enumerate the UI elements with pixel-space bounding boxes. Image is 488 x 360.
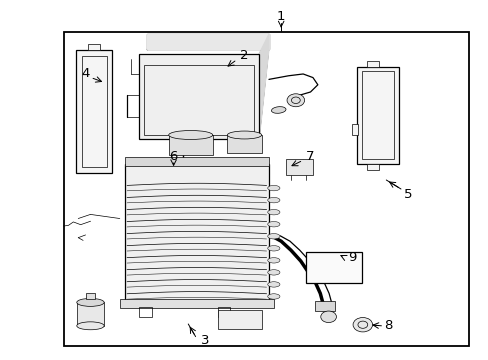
Text: 1: 1 bbox=[276, 10, 285, 23]
Ellipse shape bbox=[267, 234, 279, 239]
Bar bbox=[285, 159, 312, 175]
Text: 5: 5 bbox=[403, 188, 412, 201]
Bar bbox=[77, 302, 104, 326]
Ellipse shape bbox=[168, 130, 212, 139]
Bar bbox=[227, 135, 261, 153]
Ellipse shape bbox=[267, 258, 279, 263]
Bar bbox=[305, 252, 361, 283]
Polygon shape bbox=[259, 34, 268, 139]
Text: 9: 9 bbox=[347, 251, 356, 264]
Ellipse shape bbox=[267, 210, 279, 215]
Bar bbox=[366, 61, 378, 67]
Bar bbox=[124, 164, 268, 301]
Circle shape bbox=[352, 318, 372, 332]
Ellipse shape bbox=[267, 270, 279, 275]
Bar bbox=[139, 307, 151, 317]
Bar bbox=[144, 65, 254, 135]
Text: 4: 4 bbox=[81, 67, 90, 80]
Bar bbox=[120, 299, 273, 308]
Circle shape bbox=[320, 311, 336, 323]
Text: 8: 8 bbox=[384, 319, 392, 332]
Ellipse shape bbox=[267, 294, 279, 299]
Bar bbox=[351, 124, 357, 135]
Ellipse shape bbox=[267, 197, 279, 203]
Ellipse shape bbox=[267, 246, 279, 251]
Bar bbox=[139, 54, 259, 139]
Ellipse shape bbox=[267, 185, 279, 191]
Ellipse shape bbox=[77, 322, 104, 330]
Ellipse shape bbox=[267, 282, 279, 287]
Bar bbox=[81, 56, 106, 167]
Bar bbox=[85, 293, 95, 299]
Bar bbox=[124, 157, 268, 166]
Ellipse shape bbox=[77, 298, 104, 306]
Bar bbox=[315, 301, 334, 311]
Bar bbox=[76, 50, 112, 173]
Bar bbox=[356, 67, 398, 164]
Bar bbox=[168, 135, 212, 155]
Polygon shape bbox=[146, 34, 268, 49]
Bar bbox=[88, 44, 100, 50]
Text: 2: 2 bbox=[240, 49, 248, 62]
Bar bbox=[366, 164, 378, 170]
Ellipse shape bbox=[227, 131, 261, 139]
Circle shape bbox=[286, 94, 304, 107]
Ellipse shape bbox=[267, 221, 279, 227]
Bar bbox=[361, 71, 393, 159]
Bar bbox=[217, 307, 229, 317]
Text: 3: 3 bbox=[201, 334, 209, 347]
Ellipse shape bbox=[271, 107, 285, 113]
Bar bbox=[217, 310, 261, 329]
Text: 6: 6 bbox=[169, 150, 178, 163]
Bar bbox=[63, 32, 468, 346]
Text: 7: 7 bbox=[305, 150, 314, 163]
